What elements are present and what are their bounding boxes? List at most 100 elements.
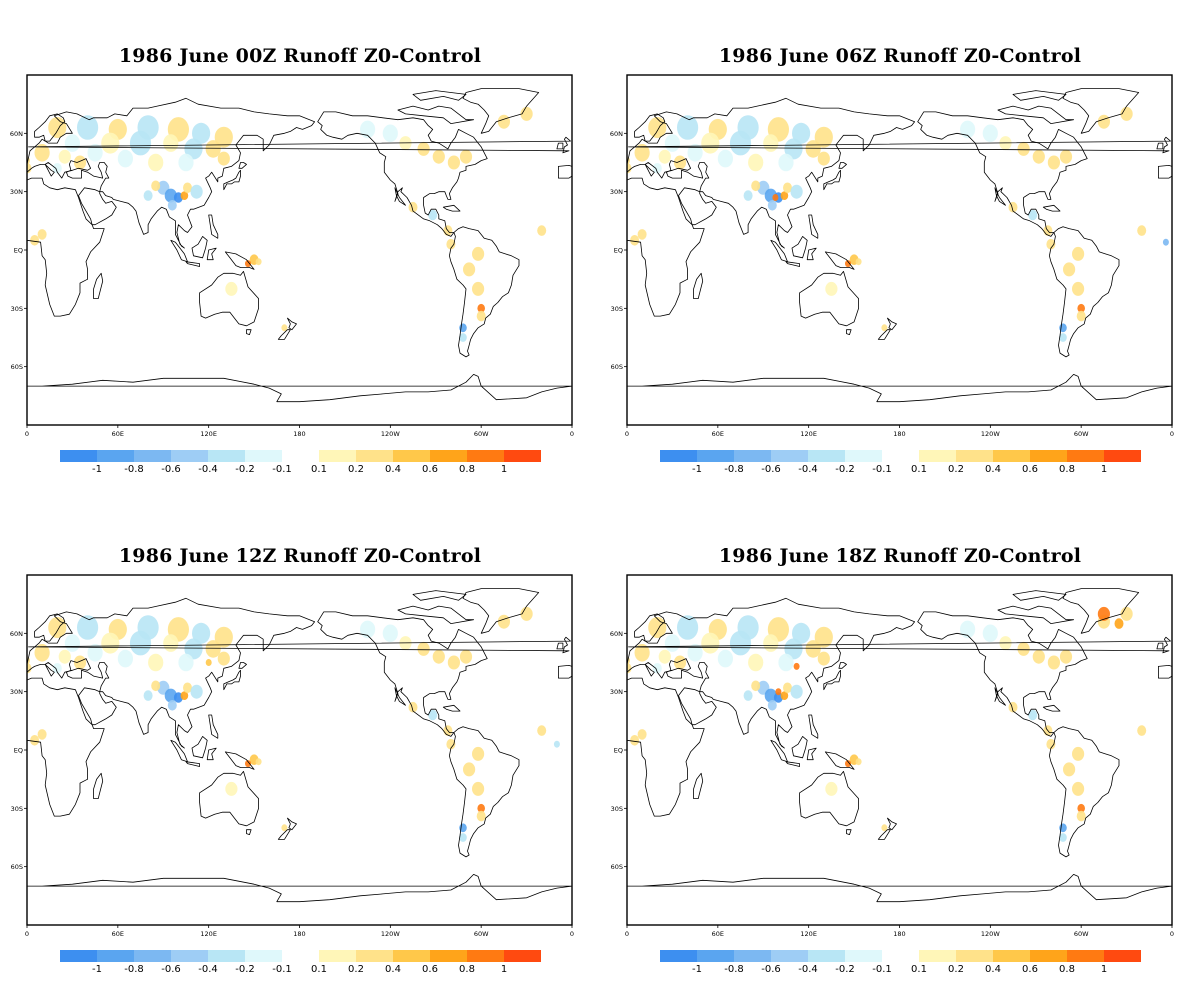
coastline xyxy=(27,597,316,749)
color-legend: -1 -0.8 -0.6 -0.4 -0.2 -0.1 0.1 0.2 0.4 0.6 0.8 1 xyxy=(660,950,1150,980)
runoff-anomaly-patch xyxy=(855,758,862,766)
coastline xyxy=(877,829,891,840)
legend-swatch xyxy=(845,950,882,962)
coastline xyxy=(1062,588,1140,634)
coastlines xyxy=(27,588,572,903)
runoff-anomaly-patch xyxy=(687,644,703,662)
coastline xyxy=(1171,162,1172,173)
runoff-anomaly-patch xyxy=(58,649,71,664)
legend-swatch xyxy=(60,950,97,962)
legend-label: -1 xyxy=(92,964,102,975)
coastline xyxy=(627,373,1172,403)
runoff-anomaly-patch xyxy=(1063,762,1076,777)
legend-label: -0.8 xyxy=(124,464,144,475)
runoff-anomaly-patch xyxy=(37,729,47,740)
coastline xyxy=(27,165,28,177)
coastline xyxy=(1042,704,1061,712)
runoff-anomaly-patch xyxy=(717,649,733,668)
lat-tick-label: EQ xyxy=(14,247,23,255)
legend-label: 1 xyxy=(500,964,508,975)
coastline xyxy=(886,817,897,831)
coastline xyxy=(224,251,255,270)
runoff-anomaly-patch xyxy=(1072,781,1085,796)
coastline xyxy=(27,177,105,317)
runoff-anomaly-patch xyxy=(360,120,376,139)
runoff-anomaly-patch xyxy=(34,644,50,662)
legend-swatch xyxy=(171,950,208,962)
runoff-anomaly-patch xyxy=(960,120,976,139)
runoff-anomaly-patch xyxy=(982,124,998,143)
legend-label: -0.1 xyxy=(872,464,892,475)
lat-tick-label: 30S xyxy=(11,305,23,313)
coastline xyxy=(206,247,217,261)
coastline xyxy=(208,214,219,239)
runoff-anomaly-patch xyxy=(805,640,821,658)
coastline xyxy=(223,669,241,691)
panel-title: 1986 June 18Z Runoff Z0-Control xyxy=(718,545,1082,567)
legend-label: -0.6 xyxy=(161,464,181,475)
coastline xyxy=(1158,664,1172,679)
coastline xyxy=(846,329,852,336)
legend-swatch xyxy=(134,950,171,962)
legend-label: 0.6 xyxy=(1022,464,1038,475)
runoff-anomaly-patch xyxy=(1162,238,1169,246)
runoff-anomaly-patch xyxy=(417,641,430,656)
runoff-anomaly-patch xyxy=(783,182,792,194)
field-layer xyxy=(627,88,1172,403)
runoff-anomaly-patch xyxy=(447,655,460,670)
lon-tick-label: 60W xyxy=(1074,430,1089,438)
legend-swatch xyxy=(771,450,808,462)
runoff-anomaly-patch xyxy=(472,781,485,796)
runoff-anomaly-patch xyxy=(30,235,40,246)
legend-label: -0.6 xyxy=(761,464,781,475)
runoff-anomaly-patch xyxy=(658,149,671,164)
runoff-anomaly-patch xyxy=(281,324,288,332)
legend-label: -0.1 xyxy=(272,464,292,475)
runoff-anomaly-patch xyxy=(151,180,161,192)
coastline xyxy=(824,251,855,270)
lon-tick-label: 60E xyxy=(112,430,124,438)
coastline xyxy=(574,137,601,153)
runoff-anomaly-patch xyxy=(817,651,830,666)
legend-swatch xyxy=(319,450,356,462)
runoff-anomaly-patch xyxy=(1076,310,1086,322)
runoff-anomaly-patch xyxy=(1059,833,1067,842)
runoff-anomaly-patch xyxy=(1072,246,1085,261)
runoff-anomaly-patch xyxy=(129,630,152,656)
legend-swatch xyxy=(660,450,697,462)
legend-swatch xyxy=(771,950,808,962)
lon-tick-label: 120W xyxy=(981,930,1000,938)
runoff-anomaly-patch xyxy=(553,740,560,748)
runoff-anomaly-patch xyxy=(664,634,680,652)
coastline xyxy=(678,187,717,226)
legend-swatch xyxy=(956,450,993,462)
legend-swatch xyxy=(993,450,1030,462)
coastline xyxy=(628,636,1171,654)
legend-swatch xyxy=(393,950,430,962)
coastline xyxy=(246,329,252,336)
coastline xyxy=(1171,385,1172,387)
coastline xyxy=(580,114,600,141)
coastline xyxy=(1156,642,1164,650)
coastlines xyxy=(612,588,1172,903)
map-svg: 0 60E 120E 180 120W 60W 0 60N 30N EQ 30S 60S xyxy=(610,74,1174,438)
runoff-anomaly-patch xyxy=(537,225,547,236)
map-frame xyxy=(626,74,1173,426)
runoff-anomaly-patch xyxy=(428,209,438,221)
coastline xyxy=(462,88,540,134)
legend-swatch xyxy=(356,950,393,962)
coastline xyxy=(34,613,66,642)
coastline xyxy=(612,643,618,649)
legend-label: -1 xyxy=(92,464,102,475)
runoff-anomaly-patch xyxy=(1017,641,1030,656)
legend-swatch xyxy=(956,950,993,962)
coastline xyxy=(799,270,860,327)
runoff-anomaly-patch xyxy=(783,682,792,694)
map-panel-06z: 1986 June 06Z Runoff Z0-Control 0 60E 120E… xyxy=(600,0,1200,500)
legend-label: -0.4 xyxy=(198,464,218,475)
coastline xyxy=(1012,90,1067,101)
runoff-anomaly-patch xyxy=(472,246,485,261)
coastline xyxy=(571,679,572,741)
coastline xyxy=(462,588,540,634)
runoff-anomaly-patch xyxy=(1097,606,1110,621)
